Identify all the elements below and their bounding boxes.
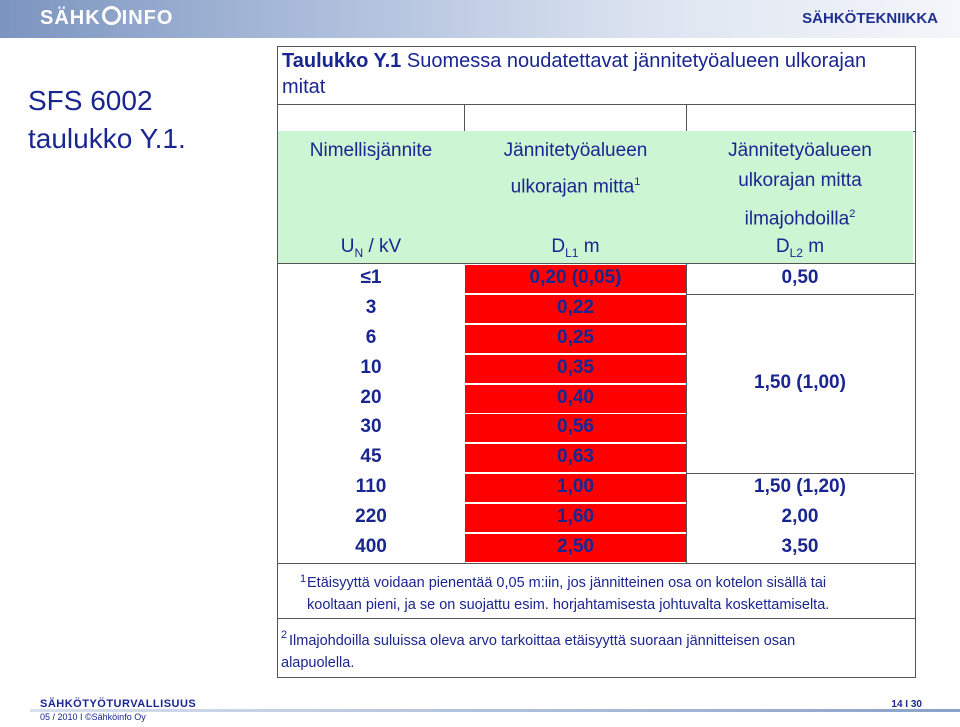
- dl2-cell: 3,50: [781, 536, 819, 557]
- logo-text-b: INFO: [121, 7, 174, 29]
- dl1-cell-bg: [465, 265, 686, 293]
- col1-unit-text: / kV: [363, 236, 402, 257]
- footnote-1-mark: 1: [300, 573, 307, 585]
- col1-unit-sub: N: [354, 245, 364, 260]
- dl1-cell: 0,35: [557, 357, 594, 378]
- page-number: 14 I 30: [891, 699, 922, 710]
- col3-header-line1: Jännitetyöalueen: [728, 140, 872, 161]
- footnote-2-line1: Ilmajohdoilla suluissa oleva arvo tarkoi…: [289, 633, 796, 649]
- logo-ring-icon: [101, 6, 121, 25]
- col2-footnote-mark: 1: [634, 176, 641, 188]
- col3-unit-text: m: [802, 236, 825, 257]
- dl1-cell-bg: [465, 355, 686, 383]
- voltage-cell: 220: [355, 506, 387, 527]
- col2-header-line2: ulkorajan mitta1: [465, 167, 686, 202]
- dl2-cell: 1,50 (1,20): [754, 476, 846, 497]
- dl1-cell-bg: [465, 385, 686, 413]
- voltage-cell: 45: [360, 446, 382, 467]
- footer-date-copyright: 05 / 2010 I ©Sähköinfo Oy: [40, 712, 146, 722]
- col2-unit: DL1 m: [465, 232, 686, 268]
- footnote-2-text: Ilmajohdoilla suluissa oleva arvo tarkoi…: [281, 630, 911, 674]
- dl1-cell-bg: [465, 414, 686, 442]
- footer-bar: [30, 709, 960, 712]
- col3-footnote-mark: 2: [849, 208, 856, 220]
- col3-unit: DL2 m: [686, 232, 914, 268]
- footer-title: SÄHKÖTYÖTURVALLISUUS: [40, 698, 197, 710]
- col3-unit-sub: L2: [789, 245, 803, 260]
- dl1-cell: 1,00: [557, 476, 594, 497]
- col1-header: Nimellisjännite: [309, 140, 433, 161]
- footnote-2-mark: 2: [281, 629, 288, 641]
- col2-header-line1: Jännitetyöalueen: [503, 140, 648, 161]
- dl1-cell-bg: [465, 534, 686, 562]
- dl1-cell: 2,50: [557, 536, 594, 557]
- footnote-1-line1: Etäisyyttä voidaan pienentää 0,05 m:iin,…: [307, 575, 827, 591]
- col2-unit-sub: L1: [565, 245, 579, 260]
- sahkoinfo-logo: SÄHK INFO: [40, 6, 173, 30]
- voltage-cell: ≤1: [360, 267, 382, 288]
- dl1-cell: 0,56: [557, 416, 594, 437]
- dl1-cell-bg: [465, 504, 686, 532]
- divider: [686, 104, 687, 131]
- voltage-cell: 400: [355, 536, 387, 557]
- dl1-cell: 0,22: [557, 297, 594, 318]
- footnote-1-line2: kooltaan pieni, ja se on suojattu esim. …: [307, 597, 830, 613]
- caption-text: Suomessa noudatettavat jännitetyöalueen …: [282, 50, 867, 98]
- col3-header-text: ilmajohdoilla: [744, 208, 850, 230]
- col3-header-line2: ulkorajan mitta: [738, 170, 862, 191]
- col2-header-text: ulkorajan mitta: [510, 176, 635, 198]
- footnote-1: 1: [300, 568, 910, 595]
- dl1-cell: 0,63: [557, 446, 594, 467]
- col2-unit-symbol: D: [551, 236, 566, 257]
- top-banner: SÄHK INFO SÄHKÖTEKNIIKKA: [0, 0, 960, 38]
- slide-title-line1: SFS 6002: [28, 85, 153, 116]
- dl1-cell-bg: [465, 325, 686, 353]
- footnote-2-mark-wrap: 2: [281, 624, 291, 651]
- dl1-cell: 0,20 (0,05): [529, 267, 622, 288]
- dl2-cell: 2,00: [781, 506, 819, 527]
- slide-title: SFS 6002 taulukko Y.1.: [28, 82, 248, 158]
- voltage-cell: 30: [360, 416, 382, 437]
- divider: [277, 563, 915, 564]
- voltage-cell: 3: [365, 297, 377, 318]
- divider: [686, 294, 914, 295]
- category-label: SÄHKÖTEKNIIKKA: [802, 10, 938, 27]
- dl2-cell-merged: 1,50 (1,00): [754, 372, 846, 393]
- table-header-band: [278, 131, 913, 263]
- divider: [277, 263, 915, 264]
- dl1-cell-bg: [465, 295, 686, 323]
- col2-unit-text: m: [578, 236, 600, 257]
- dl1-cell: 1,60: [557, 506, 594, 527]
- col3-unit-symbol: D: [775, 236, 790, 257]
- logo-text-a: SÄHK: [40, 7, 101, 29]
- voltage-cell: 6: [365, 327, 377, 348]
- dl1-cell-bg: [465, 444, 686, 472]
- divider: [277, 104, 915, 105]
- voltage-cell: 20: [360, 387, 382, 408]
- slide-title-line2: taulukko Y.1.: [28, 123, 186, 154]
- divider: [277, 618, 915, 619]
- col1-unit-symbol: U: [340, 236, 355, 257]
- dl1-cell-bg: [465, 474, 686, 502]
- dl2-cell: 0,50: [781, 267, 819, 288]
- divider: [686, 263, 687, 563]
- dl1-cell: 0,25: [557, 327, 594, 348]
- caption-bold: Taulukko Y.1: [282, 50, 402, 72]
- dl1-cell: 0,40: [557, 387, 594, 408]
- table-caption: Taulukko Y.1 Suomessa noudatettavat jänn…: [282, 48, 912, 100]
- divider: [464, 104, 465, 131]
- voltage-cell: 10: [360, 357, 382, 378]
- divider: [686, 473, 914, 474]
- footnote-1-text: Etäisyyttä voidaan pienentää 0,05 m:iin,…: [307, 572, 913, 616]
- col3-header-line3: ilmajohdoilla2: [686, 199, 914, 234]
- col1-unit: UN / kV: [278, 232, 464, 268]
- footnote-2-line2: alapuolella.: [281, 655, 355, 671]
- voltage-cell: 110: [355, 476, 387, 497]
